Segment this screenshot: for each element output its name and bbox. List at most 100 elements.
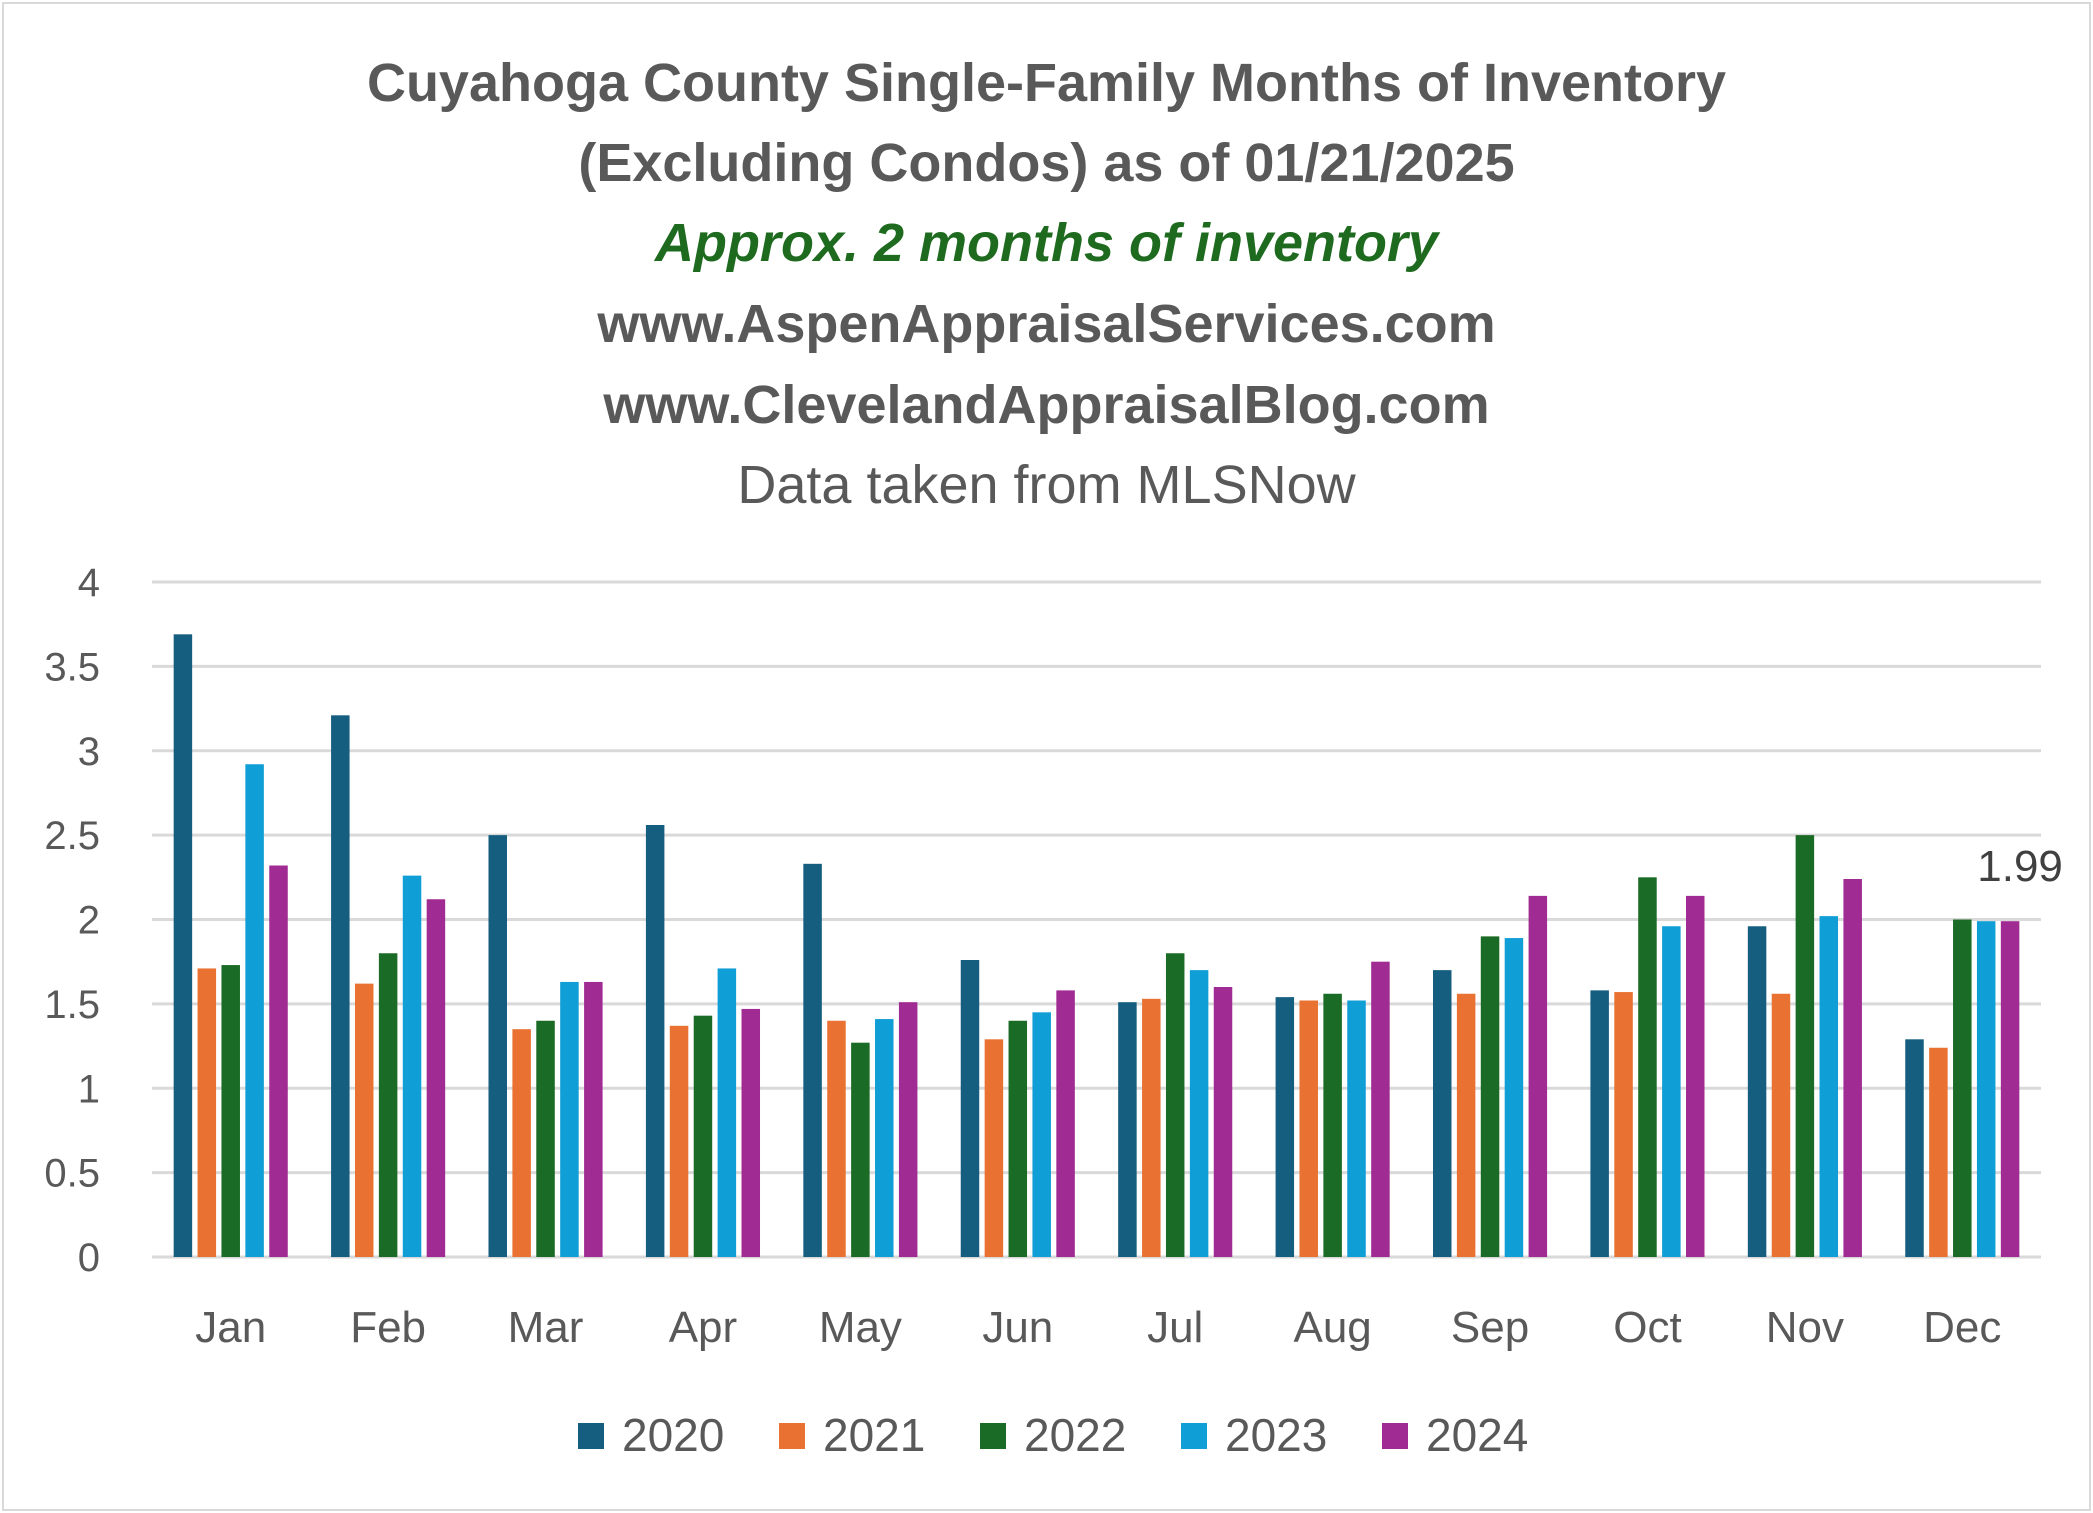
bar-2023-Feb: [402, 875, 422, 1257]
bar-2020-Dec: [1905, 1039, 1924, 1257]
bar-2024-Oct: [1686, 895, 1705, 1257]
y-tick-label: 4: [78, 561, 100, 605]
bar-2020-Aug: [1275, 997, 1295, 1257]
x-tick-label: Apr: [669, 1303, 737, 1352]
x-tick-label: Jul: [1147, 1303, 1203, 1352]
bar-2021-Mar: [512, 1029, 531, 1257]
bar-2022-Jan: [221, 965, 240, 1257]
legend-label: 2023: [1225, 1409, 1327, 1461]
x-tick-label: Mar: [508, 1303, 584, 1352]
legend-swatch-2022: [980, 1423, 1006, 1449]
y-tick-label: 3: [78, 730, 100, 774]
chart-title-line2: (Excluding Condos) as of 01/21/2025: [578, 133, 1515, 193]
bar-2023-May: [875, 1019, 894, 1257]
bar-2022-Jul: [1165, 953, 1185, 1257]
bar-2022-Feb: [378, 953, 398, 1257]
data-label: 1.99: [1977, 842, 2063, 891]
legend-label: 2024: [1426, 1409, 1528, 1461]
data-source-note: Data taken from MLSNow: [737, 455, 1356, 515]
y-tick-label: 3.5: [44, 645, 100, 689]
x-tick-label: Nov: [1766, 1303, 1844, 1352]
bar-2021-Apr: [669, 1025, 689, 1257]
bar-2021-Jan: [197, 968, 217, 1257]
y-tick-label: 1: [78, 1067, 100, 1111]
bar-2024-Jul: [1213, 987, 1233, 1257]
x-tick-label: Aug: [1293, 1303, 1371, 1352]
bar-2024-Feb: [426, 899, 446, 1257]
bar-2024-Apr: [741, 1008, 761, 1257]
bar-2022-Apr: [693, 1015, 713, 1257]
legend-label: 2021: [823, 1409, 925, 1461]
bar-2024-Nov: [1843, 879, 1862, 1257]
bar-2023-Jul: [1189, 970, 1209, 1257]
bar-2024-Dec: [2000, 921, 2020, 1257]
bar-2020-May: [803, 863, 822, 1257]
x-tick-label: Feb: [350, 1303, 426, 1352]
bar-2024-Mar: [584, 981, 603, 1257]
legend-swatch-2024: [1382, 1423, 1408, 1449]
bar-2021-Jun: [984, 1039, 1004, 1257]
x-tick-label: Oct: [1613, 1303, 1681, 1352]
x-tick-label: Dec: [1923, 1303, 2001, 1352]
bar-2020-Mar: [488, 835, 507, 1257]
bar-2023-Apr: [717, 968, 737, 1257]
bar-2024-Sep: [1528, 895, 1548, 1257]
bar-2020-Feb: [331, 715, 350, 1257]
legend-swatch-2021: [779, 1423, 805, 1449]
bar-2020-Oct: [1590, 990, 1609, 1257]
bar-2021-Jul: [1142, 998, 1161, 1257]
bar-2021-Sep: [1456, 993, 1476, 1257]
y-tick-label: 2: [78, 899, 100, 943]
legend-swatch-2020: [578, 1423, 604, 1449]
website-cleveland: www.ClevelandAppraisalBlog.com: [603, 375, 1490, 435]
y-tick-label: 0.5: [44, 1152, 100, 1196]
bar-2024-Jan: [269, 865, 288, 1257]
bar-2022-Sep: [1480, 936, 1500, 1257]
bar-2022-Oct: [1638, 877, 1657, 1257]
bar-2022-Aug: [1323, 993, 1342, 1257]
bar-2020-Jun: [960, 960, 980, 1257]
bar-2023-Oct: [1662, 926, 1681, 1257]
bar-2021-Oct: [1614, 992, 1633, 1257]
bar-2023-Jun: [1032, 1012, 1051, 1257]
bar-2021-Aug: [1299, 1000, 1318, 1257]
x-tick-label: Jan: [195, 1303, 266, 1352]
bar-2024-Aug: [1371, 961, 1390, 1257]
bar-2024-May: [898, 1002, 918, 1257]
bar-2020-Nov: [1747, 926, 1767, 1257]
website-aspen: www.AspenAppraisalServices.com: [597, 294, 1496, 354]
bar-2021-Feb: [354, 983, 374, 1257]
y-tick-label: 1.5: [44, 983, 100, 1027]
bar-2022-May: [851, 1042, 870, 1257]
bar-2021-May: [827, 1020, 846, 1257]
x-tick-label: Sep: [1451, 1303, 1529, 1352]
bar-2020-Apr: [645, 825, 665, 1257]
x-tick-label: May: [819, 1303, 902, 1352]
bar-2020-Jan: [173, 634, 193, 1257]
legend-swatch-2023: [1181, 1423, 1207, 1449]
bar-2022-Nov: [1795, 835, 1815, 1257]
bar-2021-Dec: [1929, 1047, 1948, 1257]
legend-label: 2022: [1024, 1409, 1126, 1461]
bar-2023-Mar: [560, 981, 579, 1257]
bar-2023-Jan: [245, 764, 264, 1257]
x-tick-label: Jun: [982, 1303, 1053, 1352]
chart-subtitle: Approx. 2 months of inventory: [654, 213, 1439, 273]
bar-2022-Dec: [1953, 919, 1972, 1257]
bar-2022-Jun: [1008, 1020, 1028, 1257]
bar-2020-Jul: [1118, 1002, 1137, 1257]
bar-2024-Jun: [1056, 990, 1075, 1257]
chart-title-line1: Cuyahoga County Single-Family Months of …: [366, 53, 1727, 113]
bar-2020-Sep: [1432, 970, 1452, 1257]
bar-2023-Nov: [1819, 916, 1839, 1257]
y-tick-label: 2.5: [44, 814, 100, 858]
y-tick-label: 0: [78, 1236, 100, 1280]
bar-2023-Dec: [1976, 921, 1996, 1257]
bar-2023-Aug: [1347, 1000, 1366, 1257]
bar-2021-Nov: [1771, 993, 1791, 1257]
bar-2022-Mar: [536, 1020, 555, 1257]
bar-2023-Sep: [1504, 938, 1524, 1257]
legend-label: 2020: [622, 1409, 724, 1461]
